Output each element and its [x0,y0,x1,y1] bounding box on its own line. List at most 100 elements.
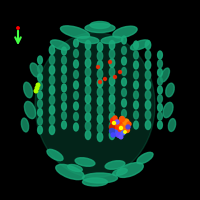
Ellipse shape [145,60,151,70]
Ellipse shape [97,97,103,106]
Ellipse shape [49,116,55,124]
Ellipse shape [24,82,32,98]
Ellipse shape [122,99,126,107]
Ellipse shape [163,102,173,118]
Ellipse shape [145,90,151,99]
Ellipse shape [122,36,126,44]
Ellipse shape [97,106,103,114]
Ellipse shape [109,104,115,112]
Ellipse shape [38,126,42,134]
Circle shape [116,132,122,138]
Circle shape [124,128,130,132]
Circle shape [108,60,112,64]
Ellipse shape [145,71,151,79]
Circle shape [113,116,117,120]
Ellipse shape [49,106,55,114]
Ellipse shape [145,120,151,130]
Ellipse shape [85,112,91,121]
Ellipse shape [145,80,151,90]
Ellipse shape [38,91,42,99]
Ellipse shape [85,58,91,68]
Circle shape [123,119,129,125]
Circle shape [112,121,116,124]
Ellipse shape [168,119,176,131]
Circle shape [124,131,126,133]
Ellipse shape [134,51,138,59]
Ellipse shape [134,41,138,49]
Ellipse shape [90,21,110,28]
Circle shape [120,116,124,121]
Circle shape [110,117,118,124]
Ellipse shape [109,40,115,49]
Ellipse shape [109,121,115,130]
Ellipse shape [35,32,155,178]
Ellipse shape [38,82,42,90]
Ellipse shape [109,68,115,76]
Ellipse shape [113,26,137,38]
Ellipse shape [158,60,162,68]
Ellipse shape [38,65,42,73]
Ellipse shape [60,26,90,38]
Ellipse shape [109,58,115,68]
Ellipse shape [85,76,91,86]
Circle shape [118,130,122,134]
Ellipse shape [74,102,78,110]
Circle shape [118,71,122,73]
Ellipse shape [85,23,115,32]
Ellipse shape [161,68,169,82]
Ellipse shape [134,81,138,89]
Ellipse shape [122,88,126,97]
Ellipse shape [158,95,162,103]
Ellipse shape [85,49,91,58]
Ellipse shape [74,71,78,78]
Ellipse shape [24,101,36,119]
Ellipse shape [49,75,55,84]
Ellipse shape [51,40,69,50]
Circle shape [34,89,38,93]
Ellipse shape [122,110,126,117]
Ellipse shape [158,121,162,129]
Ellipse shape [49,46,55,54]
Ellipse shape [62,84,66,92]
Ellipse shape [97,60,103,70]
Ellipse shape [62,47,66,55]
Ellipse shape [105,161,125,169]
Ellipse shape [47,149,63,161]
Ellipse shape [109,86,115,95]
Ellipse shape [62,56,66,64]
Ellipse shape [85,86,91,95]
Circle shape [96,66,100,68]
Circle shape [112,130,118,136]
Ellipse shape [145,100,151,110]
Ellipse shape [158,86,162,94]
Ellipse shape [97,88,103,97]
Ellipse shape [30,63,40,77]
Ellipse shape [38,117,42,125]
Ellipse shape [74,123,78,131]
Ellipse shape [49,86,55,95]
Ellipse shape [83,178,108,186]
Ellipse shape [158,112,162,120]
Circle shape [120,127,122,130]
Circle shape [104,77,106,80]
Ellipse shape [158,51,162,59]
Ellipse shape [109,49,115,58]
Ellipse shape [122,46,126,54]
Ellipse shape [97,78,103,88]
Circle shape [17,27,19,29]
Ellipse shape [122,68,126,75]
Circle shape [110,124,114,130]
Ellipse shape [137,152,153,164]
Ellipse shape [134,71,138,79]
Ellipse shape [97,70,103,78]
Ellipse shape [74,81,78,89]
Ellipse shape [109,130,115,140]
Circle shape [113,127,119,133]
Ellipse shape [134,111,138,119]
Ellipse shape [38,73,42,82]
Ellipse shape [38,56,42,64]
Ellipse shape [109,112,115,121]
Ellipse shape [122,78,126,86]
Ellipse shape [85,95,91,104]
Ellipse shape [145,110,151,119]
